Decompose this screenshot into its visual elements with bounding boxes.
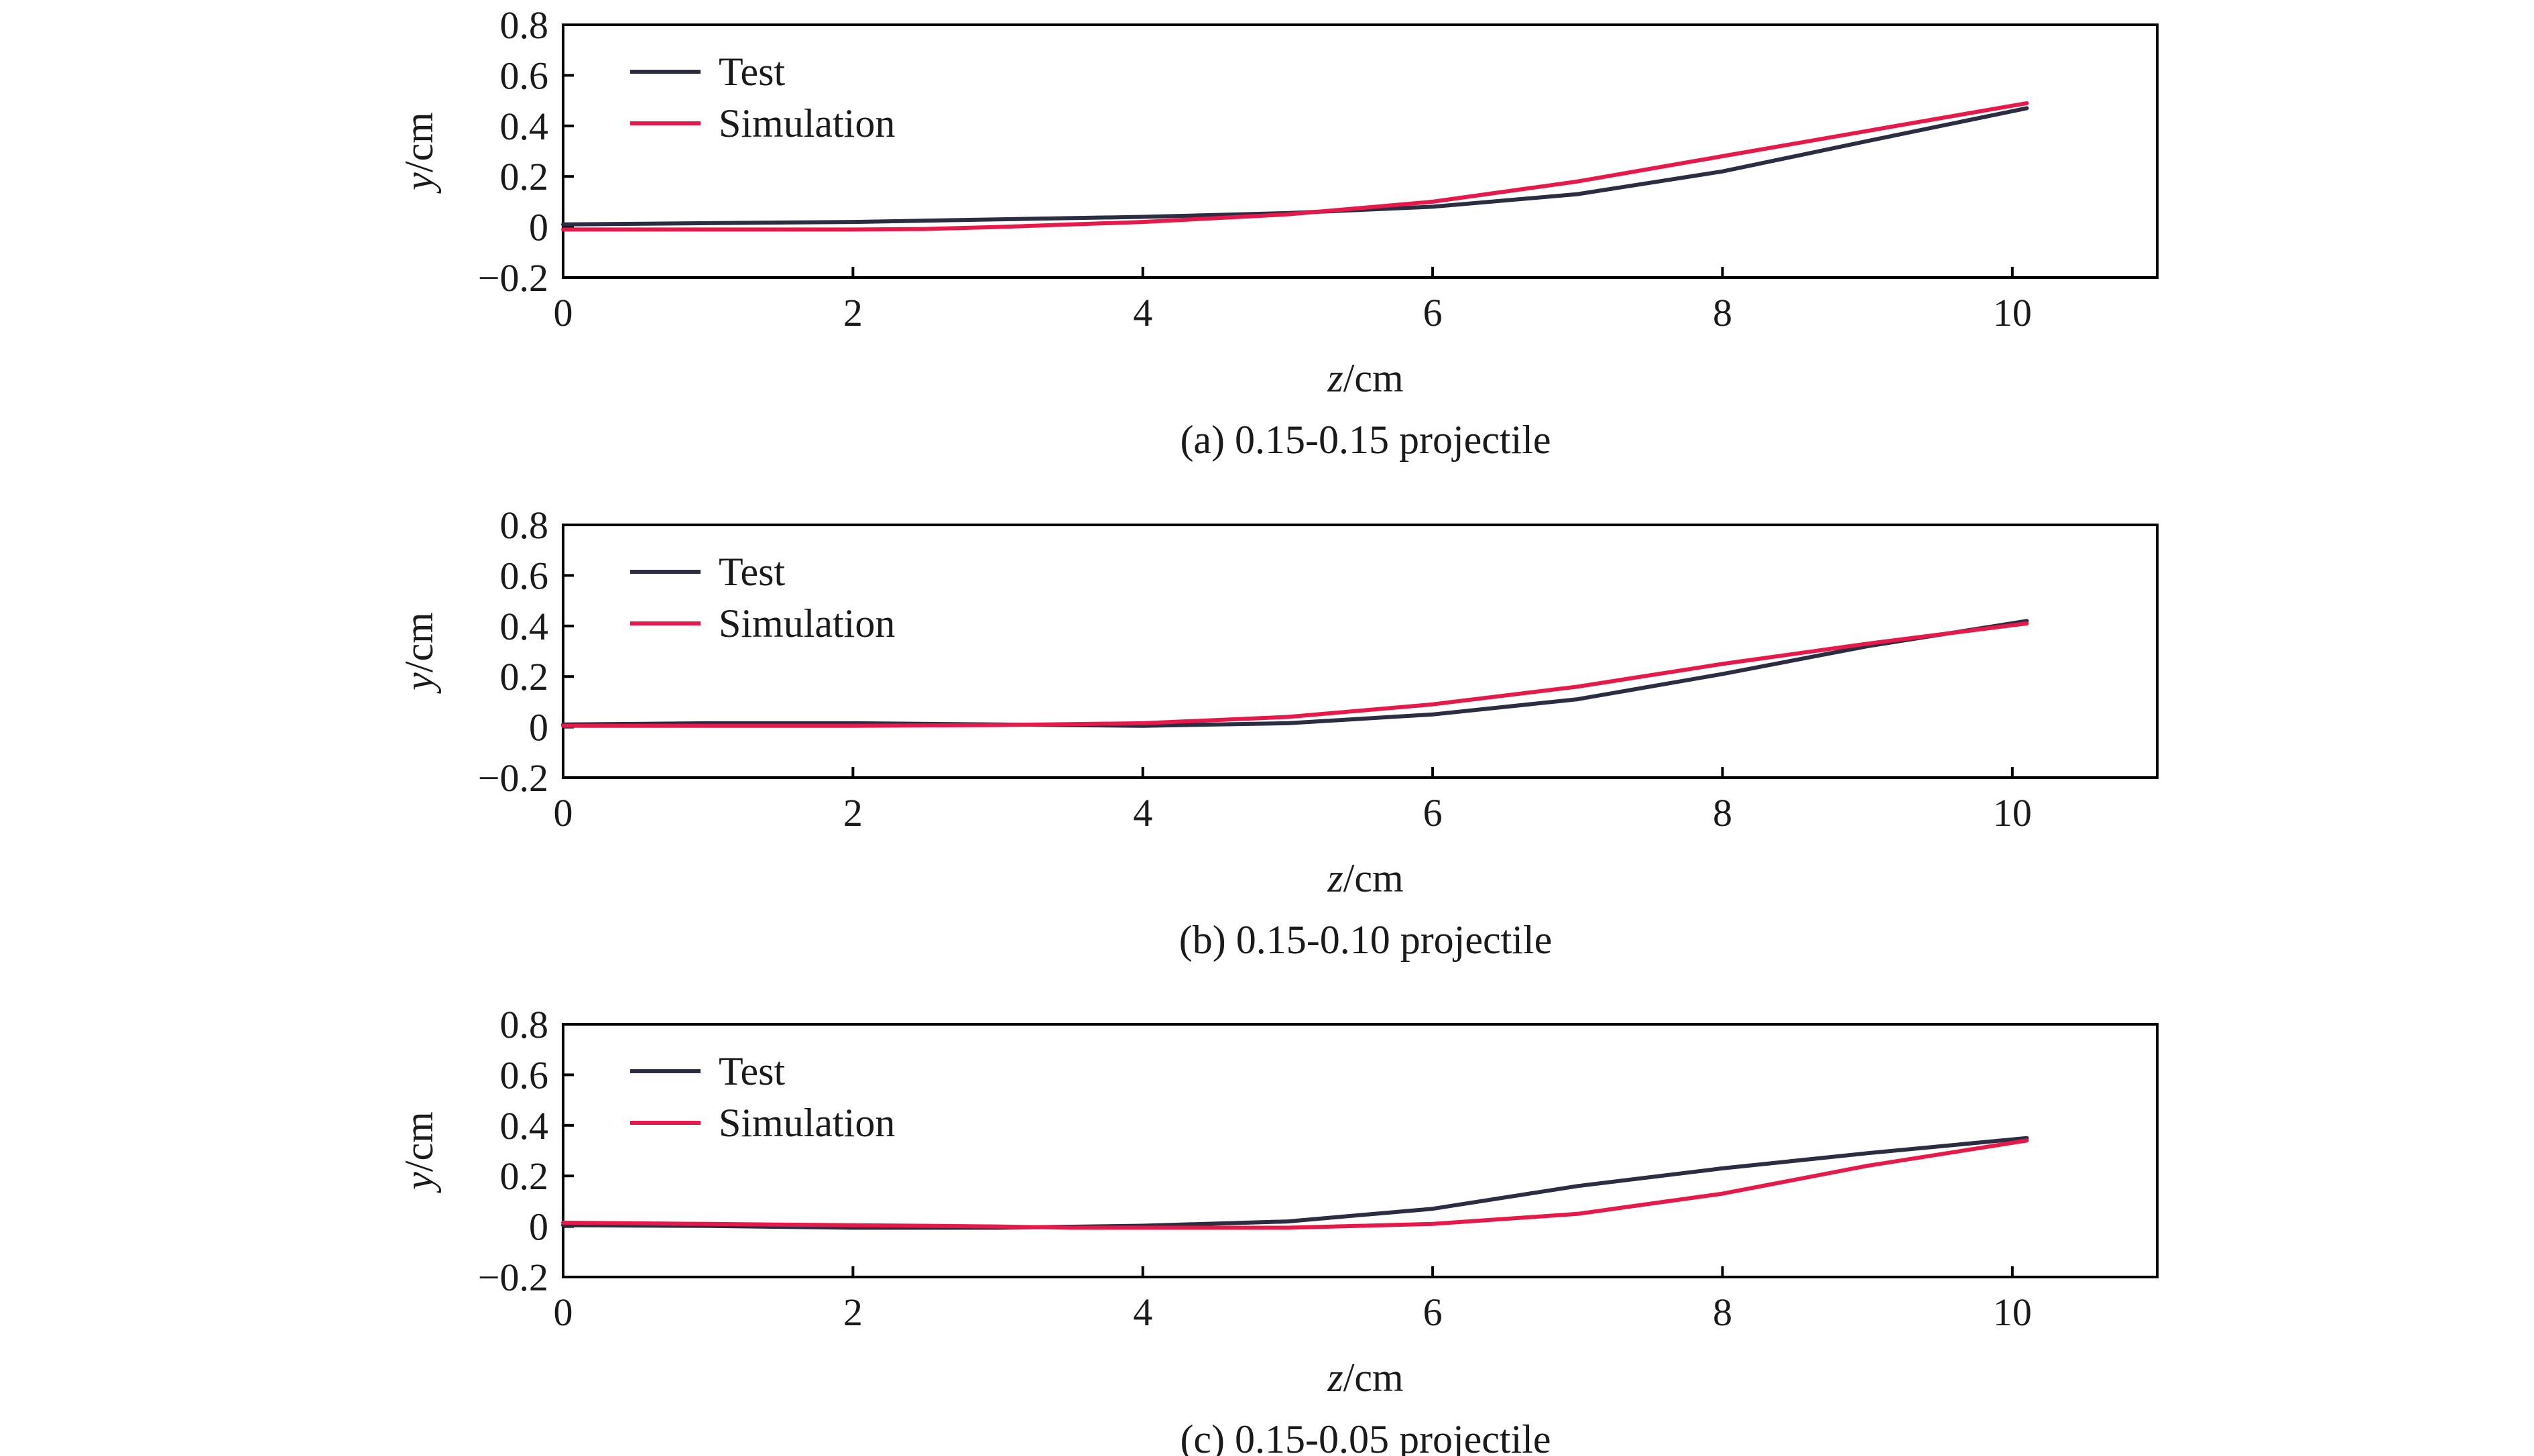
x-tick-label: 0 <box>554 291 573 335</box>
x-axis-label: z/cm <box>1327 856 1403 900</box>
x-axis-label: z/cm <box>1327 1355 1403 1400</box>
x-tick-label: 4 <box>1133 791 1152 835</box>
y-tick-label: 0 <box>529 706 548 749</box>
x-tick-label: 2 <box>843 291 863 335</box>
x-tick-label: 4 <box>1133 1290 1152 1334</box>
legend-label-simulation: Simulation <box>719 101 895 145</box>
panel-a: 0 2 4 6 8 10−0.200.20.40.60.8TestSimulationz/… <box>397 3 2159 462</box>
plot-frame <box>562 1023 2159 1278</box>
x-tick-label: 8 <box>1713 291 1732 335</box>
legend-label-test: Test <box>719 550 785 594</box>
y-tick-label: 0.8 <box>500 1003 549 1046</box>
y-tick-label: 0.2 <box>500 155 549 198</box>
panel-c: 0 2 4 6 8 10−0.200.20.40.60.8TestSimulationz/… <box>397 1003 2159 1456</box>
legend-label-test: Test <box>719 1049 785 1093</box>
series-line-simulation <box>561 621 2029 728</box>
y-axis-label: y/cm <box>397 1111 441 1194</box>
x-tick-label: 2 <box>843 791 863 835</box>
panel-caption: (c) 0.15-0.05 projectile <box>1180 1417 1551 1456</box>
panel-caption: (a) 0.15-0.15 projectile <box>1180 418 1551 462</box>
x-tick-label: 6 <box>1423 1290 1443 1334</box>
panel-b: 0 2 4 6 8 10−0.200.20.40.60.8TestSimulationz/… <box>397 503 2159 962</box>
legend-label-simulation: Simulation <box>719 1101 895 1145</box>
y-tick-label: 0.2 <box>500 655 549 699</box>
x-axis-label-var: z <box>1327 856 1343 900</box>
panel-caption: (b) 0.15-0.10 projectile <box>1179 918 1553 962</box>
y-axis-label-unit: /cm <box>397 112 441 172</box>
x-tick-label: 6 <box>1423 291 1443 335</box>
y-tick-label: 0 <box>529 206 548 249</box>
x-tick-label: 8 <box>1713 1290 1732 1334</box>
x-tick-label: 10 <box>1993 291 2032 335</box>
y-tick-label: 0.4 <box>500 1104 549 1148</box>
x-tick-label: 4 <box>1133 291 1152 335</box>
x-tick-label: 0 <box>554 1290 573 1334</box>
y-axis-label-var: y <box>397 1172 441 1194</box>
y-axis-label: y/cm <box>397 612 441 694</box>
x-axis-label-unit: /cm <box>1343 356 1404 400</box>
y-tick-label: 0.6 <box>500 1053 549 1097</box>
y-axis-label-var: y <box>397 672 441 694</box>
x-tick-label: 0 <box>554 791 573 835</box>
y-tick-label: 0 <box>529 1205 548 1249</box>
y-axis-label: y/cm <box>397 112 441 194</box>
x-tick-label: 10 <box>1993 791 2032 835</box>
y-tick-label: 0.8 <box>500 503 549 547</box>
y-tick-label: −0.2 <box>478 756 548 800</box>
y-tick-label: 0.6 <box>500 554 549 597</box>
x-tick-label: 8 <box>1713 791 1732 835</box>
y-axis-label-unit: /cm <box>397 612 441 672</box>
series-line-simulation <box>561 101 2029 232</box>
series-line-test <box>561 619 2029 728</box>
plot-frame <box>562 23 2159 279</box>
x-tick-label: 6 <box>1423 791 1443 835</box>
y-axis-label-var: y <box>397 172 441 194</box>
y-tick-label: 0.8 <box>500 3 549 47</box>
y-tick-label: −0.2 <box>478 1256 548 1299</box>
x-tick-label: 10 <box>1993 1290 2032 1334</box>
x-axis-label-unit: /cm <box>1343 856 1404 900</box>
x-axis-label-var: z <box>1327 356 1343 400</box>
y-tick-label: 0.4 <box>500 605 549 648</box>
y-tick-label: 0.6 <box>500 54 549 97</box>
y-tick-label: −0.2 <box>478 256 548 300</box>
y-tick-label: 0.4 <box>500 105 549 148</box>
legend-label-simulation: Simulation <box>719 601 895 646</box>
y-tick-label: 0.2 <box>500 1154 549 1198</box>
series-line-simulation <box>561 1138 2029 1230</box>
x-tick-label: 2 <box>843 1290 863 1334</box>
y-axis-label-unit: /cm <box>397 1111 441 1172</box>
x-axis-label-var: z <box>1327 1355 1343 1400</box>
x-axis-label: z/cm <box>1327 356 1403 400</box>
plot-frame <box>562 524 2159 779</box>
x-axis-label-unit: /cm <box>1343 1355 1404 1400</box>
series-line-test <box>561 1136 2029 1230</box>
legend-label-test: Test <box>719 50 785 94</box>
